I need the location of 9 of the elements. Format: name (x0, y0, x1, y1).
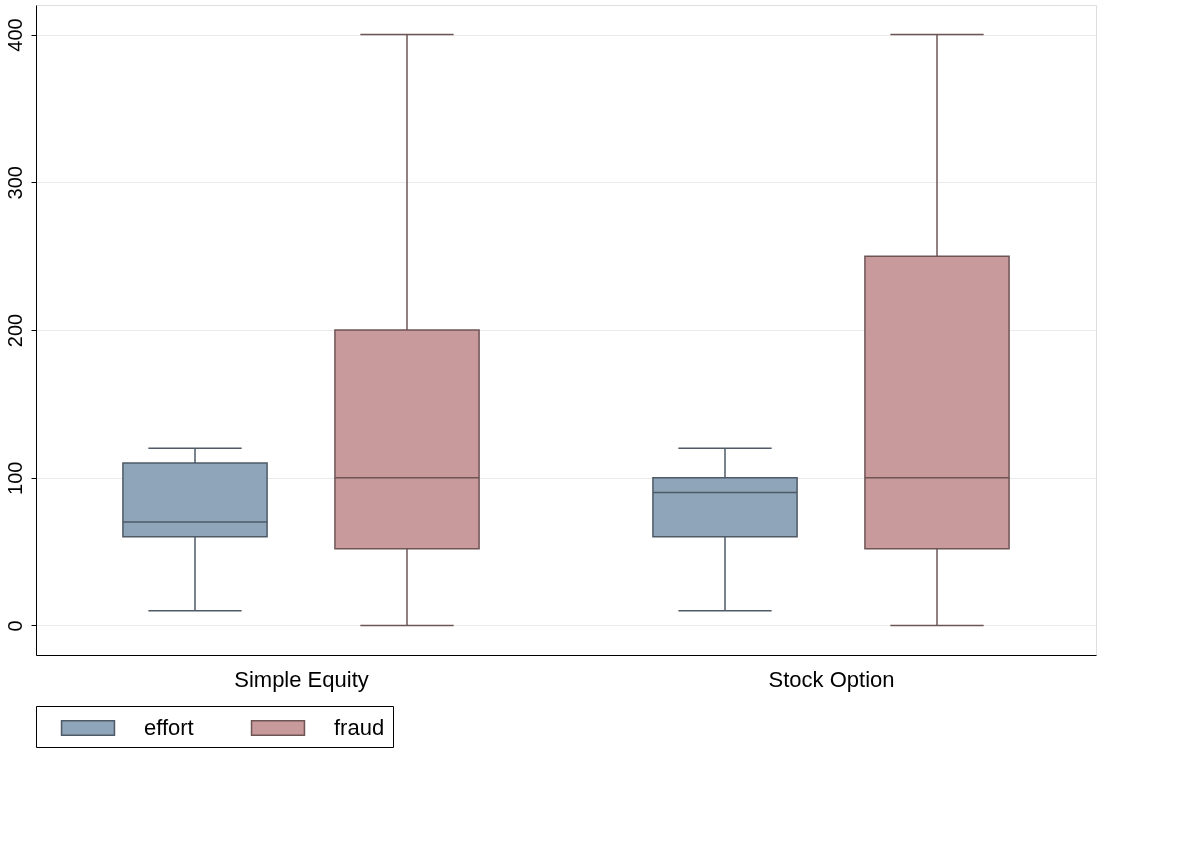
y-tick-label: 400 (3, 18, 26, 52)
y-tick-label: 300 (3, 166, 26, 200)
legend-label: effort (144, 715, 194, 740)
y-tick-label: 100 (3, 461, 26, 495)
legend-label: fraud (334, 715, 385, 740)
y-tick-label: 0 (3, 620, 26, 632)
y-tick-label: 200 (3, 313, 26, 348)
x-tick-label: Simple Equity (234, 666, 369, 692)
x-tick-label: Stock Option (768, 666, 895, 692)
